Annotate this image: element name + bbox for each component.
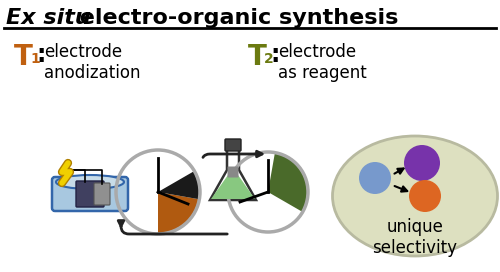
Circle shape <box>228 152 308 232</box>
Circle shape <box>359 162 391 194</box>
Circle shape <box>409 180 441 212</box>
Text: 1: 1 <box>30 52 40 66</box>
FancyBboxPatch shape <box>76 181 104 207</box>
Ellipse shape <box>332 136 498 256</box>
Wedge shape <box>268 154 307 212</box>
Text: T: T <box>248 43 267 71</box>
Text: T: T <box>14 43 33 71</box>
Text: electrode
as reagent: electrode as reagent <box>278 43 367 82</box>
Text: :: : <box>270 43 280 67</box>
Text: 2: 2 <box>264 52 274 66</box>
Ellipse shape <box>56 175 124 189</box>
Text: electro-organic synthesis: electro-organic synthesis <box>72 8 398 28</box>
Text: unique
selectivity: unique selectivity <box>372 218 458 257</box>
Wedge shape <box>158 172 199 199</box>
Text: electrode
anodization: electrode anodization <box>44 43 140 82</box>
Text: :: : <box>36 43 46 67</box>
FancyBboxPatch shape <box>228 166 238 178</box>
Polygon shape <box>211 175 255 199</box>
Circle shape <box>404 145 440 181</box>
FancyBboxPatch shape <box>52 177 128 211</box>
FancyBboxPatch shape <box>94 183 110 205</box>
Polygon shape <box>210 142 256 200</box>
Circle shape <box>116 150 200 234</box>
Text: Ex situ: Ex situ <box>6 8 91 28</box>
Wedge shape <box>158 192 198 233</box>
FancyBboxPatch shape <box>225 139 241 151</box>
